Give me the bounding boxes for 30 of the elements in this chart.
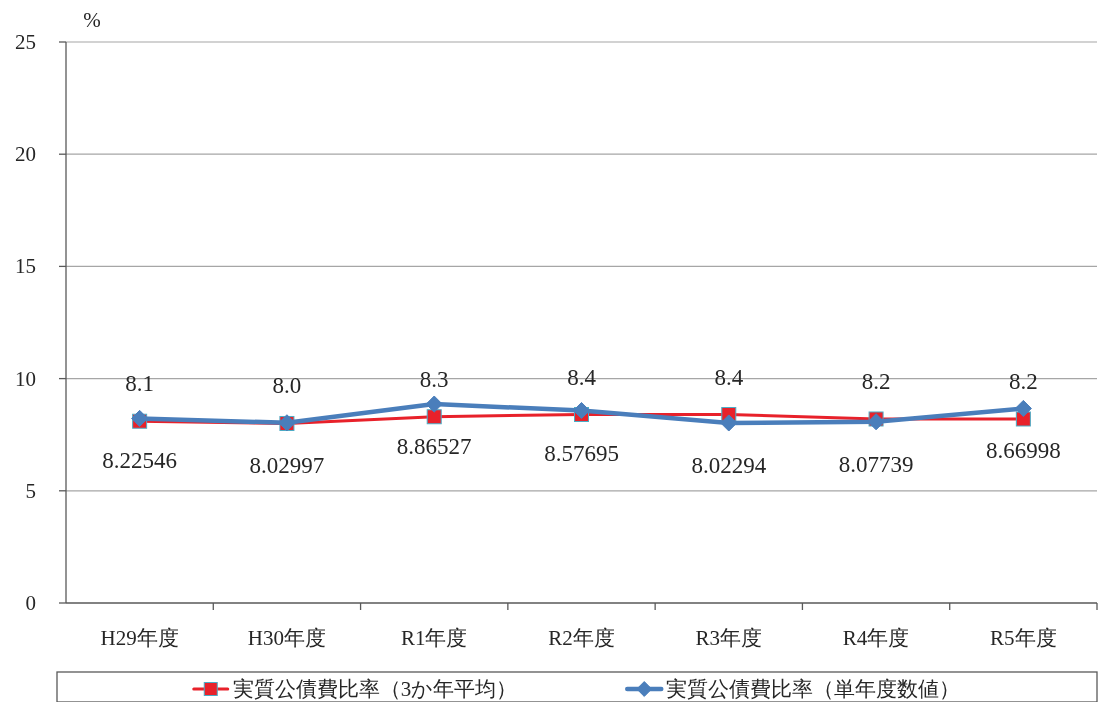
data-label: 8.22546	[102, 448, 177, 474]
ytick: 15	[15, 254, 36, 279]
xtick: R2年度	[548, 626, 615, 650]
data-label: 8.3	[419, 366, 449, 392]
xtick: R3年度	[695, 626, 763, 650]
data-label: 8.07739	[838, 451, 914, 477]
data-label: 8.0	[272, 373, 302, 399]
xtick: H29年度	[100, 626, 179, 650]
ylabel: %	[83, 8, 101, 32]
ytick: 25	[15, 30, 36, 54]
ytick: 20	[15, 142, 36, 167]
data-label: 8.1	[125, 371, 154, 397]
legend-label: 実質公債費比率（3か年平均）	[232, 677, 518, 701]
ytick: 5	[25, 478, 36, 503]
data-label: 8.57695	[544, 440, 619, 466]
xtick: R1年度	[400, 626, 468, 650]
xtick: R4年度	[842, 626, 910, 650]
ytick: 10	[15, 366, 36, 391]
data-label: 8.2	[861, 369, 891, 394]
data-label: 8.4	[714, 364, 744, 390]
data-label: 8.02294	[691, 452, 767, 478]
legend-label: 実質公債費比率（単年度数値）	[666, 677, 961, 701]
xtick: H30年度	[247, 626, 326, 650]
data-label: 8.66998	[986, 438, 1061, 464]
xtick: R5年度	[990, 626, 1057, 650]
data-label: 8.86527	[396, 434, 472, 460]
ytick: 0	[25, 591, 36, 615]
data-label: 8.4	[567, 364, 596, 390]
data-label: 8.02997	[249, 452, 325, 478]
data-label: 8.2	[1009, 369, 1038, 394]
